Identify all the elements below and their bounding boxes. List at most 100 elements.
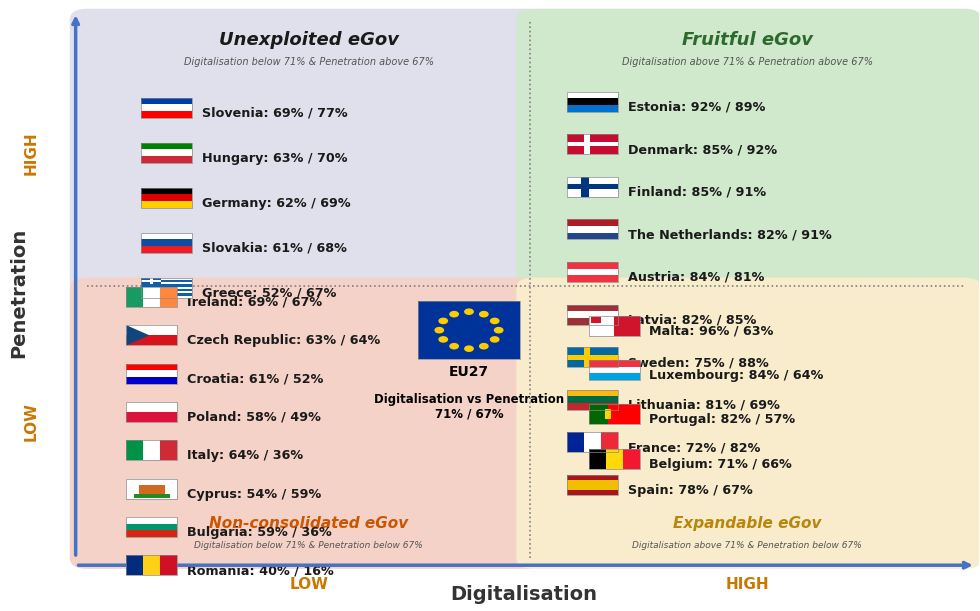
Text: The Netherlands: 82% / 91%: The Netherlands: 82% / 91% [628, 229, 831, 241]
Text: Digitalisation vs Penetration
71% / 67%: Digitalisation vs Penetration 71% / 67% [374, 392, 564, 420]
FancyBboxPatch shape [141, 278, 162, 285]
FancyBboxPatch shape [150, 278, 153, 285]
FancyBboxPatch shape [126, 530, 177, 537]
FancyBboxPatch shape [141, 156, 192, 163]
FancyBboxPatch shape [141, 111, 192, 118]
FancyBboxPatch shape [126, 517, 177, 524]
Text: Bulgaria: 59% / 36%: Bulgaria: 59% / 36% [187, 526, 332, 539]
Circle shape [491, 337, 499, 342]
Circle shape [450, 343, 459, 349]
FancyBboxPatch shape [126, 325, 177, 335]
Text: Hungary: 63% / 70%: Hungary: 63% / 70% [202, 152, 347, 165]
FancyBboxPatch shape [589, 360, 640, 367]
FancyBboxPatch shape [589, 404, 608, 425]
FancyBboxPatch shape [143, 555, 161, 575]
FancyBboxPatch shape [567, 219, 618, 226]
Circle shape [491, 318, 499, 324]
Circle shape [439, 318, 448, 324]
Text: Digitalisation above 71% & Penetration above 67%: Digitalisation above 71% & Penetration a… [621, 57, 872, 67]
FancyBboxPatch shape [601, 432, 618, 452]
FancyBboxPatch shape [141, 240, 192, 246]
FancyBboxPatch shape [141, 291, 192, 293]
FancyBboxPatch shape [605, 409, 612, 419]
Text: HIGH: HIGH [725, 577, 769, 593]
Text: Denmark: 85% / 92%: Denmark: 85% / 92% [628, 143, 777, 156]
FancyBboxPatch shape [126, 524, 177, 530]
FancyBboxPatch shape [567, 177, 618, 197]
FancyBboxPatch shape [584, 347, 590, 367]
FancyBboxPatch shape [589, 373, 640, 380]
FancyBboxPatch shape [141, 296, 192, 298]
FancyBboxPatch shape [622, 448, 640, 469]
Text: France: 72% / 82%: France: 72% / 82% [628, 441, 760, 455]
Text: LOW: LOW [24, 403, 38, 442]
Circle shape [479, 312, 488, 316]
FancyBboxPatch shape [141, 143, 192, 150]
FancyBboxPatch shape [126, 364, 177, 370]
FancyBboxPatch shape [126, 402, 177, 412]
FancyBboxPatch shape [567, 318, 618, 324]
FancyBboxPatch shape [141, 104, 192, 111]
FancyBboxPatch shape [161, 440, 177, 460]
FancyBboxPatch shape [567, 475, 618, 480]
FancyBboxPatch shape [567, 276, 618, 282]
Circle shape [450, 312, 459, 316]
FancyBboxPatch shape [567, 185, 618, 189]
FancyBboxPatch shape [567, 390, 618, 397]
FancyBboxPatch shape [581, 177, 589, 197]
Text: Belgium: 71% / 66%: Belgium: 71% / 66% [650, 458, 792, 470]
Text: EU27: EU27 [449, 365, 489, 379]
Text: Germany: 62% / 69%: Germany: 62% / 69% [202, 197, 350, 210]
FancyBboxPatch shape [589, 367, 640, 373]
FancyBboxPatch shape [126, 440, 143, 460]
FancyBboxPatch shape [161, 555, 177, 575]
FancyBboxPatch shape [584, 134, 590, 155]
Text: Romania: 40% / 16%: Romania: 40% / 16% [187, 564, 334, 577]
FancyBboxPatch shape [70, 277, 544, 569]
FancyBboxPatch shape [126, 412, 177, 422]
FancyBboxPatch shape [141, 98, 192, 104]
FancyBboxPatch shape [567, 355, 618, 359]
FancyBboxPatch shape [141, 278, 192, 280]
Text: Finland: 85% / 91%: Finland: 85% / 91% [628, 186, 766, 199]
FancyBboxPatch shape [589, 315, 614, 335]
FancyBboxPatch shape [141, 246, 192, 253]
FancyBboxPatch shape [141, 150, 192, 156]
Text: Sweden: 75% / 88%: Sweden: 75% / 88% [628, 356, 768, 369]
FancyBboxPatch shape [126, 377, 177, 384]
Text: Spain: 78% / 67%: Spain: 78% / 67% [628, 484, 753, 497]
FancyBboxPatch shape [567, 226, 618, 233]
Circle shape [495, 327, 503, 333]
Polygon shape [126, 325, 149, 345]
FancyBboxPatch shape [608, 404, 640, 425]
Text: Portugal: 82% / 57%: Portugal: 82% / 57% [650, 414, 796, 426]
FancyBboxPatch shape [567, 92, 618, 98]
Text: Poland: 58% / 49%: Poland: 58% / 49% [187, 411, 320, 424]
FancyBboxPatch shape [567, 432, 584, 452]
Text: Slovenia: 69% / 77%: Slovenia: 69% / 77% [202, 107, 347, 120]
FancyBboxPatch shape [126, 478, 177, 499]
FancyBboxPatch shape [141, 233, 192, 240]
Text: Estonia: 92% / 89%: Estonia: 92% / 89% [628, 101, 765, 114]
FancyBboxPatch shape [141, 282, 192, 285]
Text: Expandable eGov: Expandable eGov [672, 516, 821, 530]
Text: Latvia: 82% / 85%: Latvia: 82% / 85% [628, 313, 757, 326]
Circle shape [479, 343, 488, 349]
FancyBboxPatch shape [161, 287, 177, 307]
FancyBboxPatch shape [417, 301, 520, 359]
FancyBboxPatch shape [70, 9, 544, 295]
Text: Austria: 84% / 81%: Austria: 84% / 81% [628, 271, 764, 284]
FancyBboxPatch shape [591, 317, 602, 323]
FancyBboxPatch shape [143, 287, 161, 307]
FancyBboxPatch shape [567, 490, 618, 495]
Text: HIGH: HIGH [24, 131, 38, 175]
FancyBboxPatch shape [143, 440, 161, 460]
FancyBboxPatch shape [567, 397, 618, 403]
FancyBboxPatch shape [126, 555, 143, 575]
Text: Unexploited eGov: Unexploited eGov [219, 31, 399, 49]
Text: Fruitful eGov: Fruitful eGov [681, 31, 812, 49]
FancyBboxPatch shape [141, 278, 192, 298]
FancyBboxPatch shape [139, 485, 165, 494]
FancyBboxPatch shape [614, 315, 640, 335]
Circle shape [435, 327, 443, 333]
